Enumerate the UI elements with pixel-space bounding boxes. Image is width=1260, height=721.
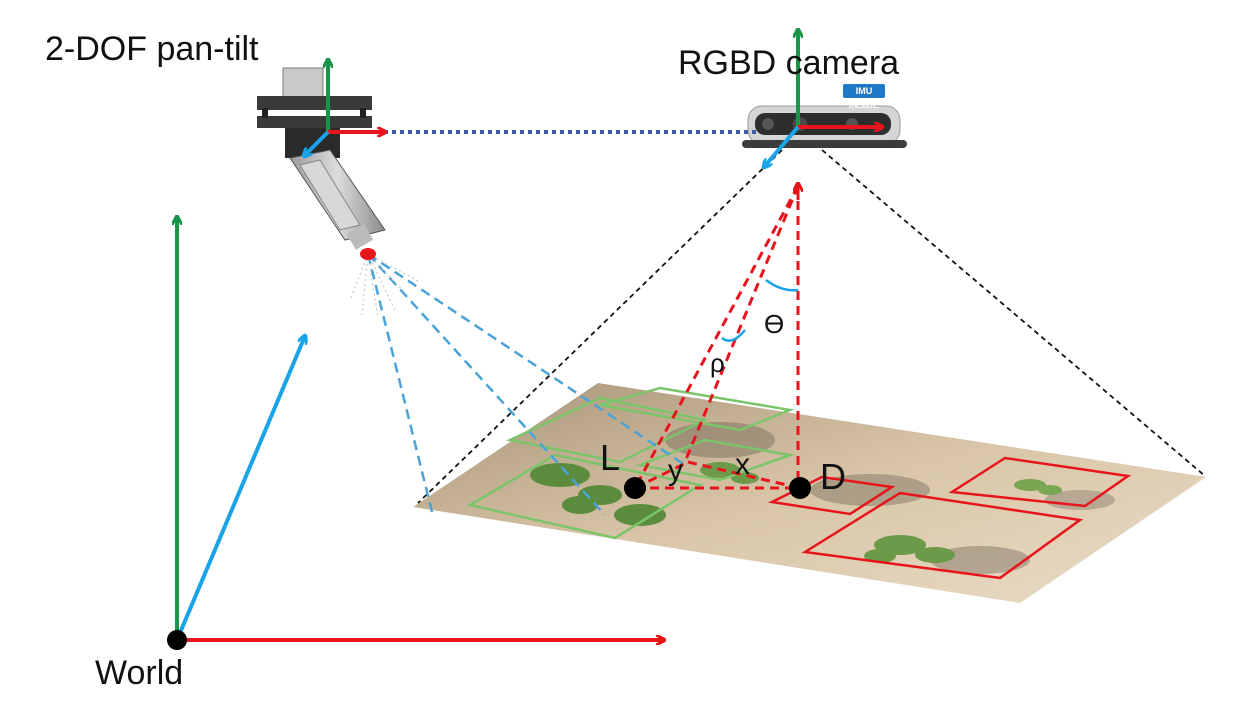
target-boxes xyxy=(466,386,795,540)
camera-label: RGBD camera xyxy=(678,44,900,82)
angle-arcs xyxy=(721,278,799,342)
pan-tilt-axes xyxy=(304,60,385,156)
point-l-marker xyxy=(624,477,646,499)
point-l-label: L xyxy=(600,437,621,478)
rho-label: ρ xyxy=(710,348,725,378)
camera-axes xyxy=(764,30,882,167)
line-camera-to-l xyxy=(633,185,800,489)
world-to-pan-tilt-vector xyxy=(175,336,305,641)
imu-inside-badge: IMU INSIDE xyxy=(843,84,885,110)
distance-y-label: y xyxy=(668,454,683,487)
crop-plant xyxy=(864,535,955,563)
camera-z-axis xyxy=(764,125,800,167)
camera-fov xyxy=(417,149,1206,504)
crop-plant xyxy=(1014,479,1062,495)
point-d-marker xyxy=(789,477,811,499)
rho-arc xyxy=(721,329,746,342)
pan-tilt-unit xyxy=(257,67,386,260)
pan-tilt-z-axis xyxy=(304,130,330,156)
point-d-label: D xyxy=(820,456,846,497)
spray-mist xyxy=(349,253,421,319)
line-y xyxy=(634,460,689,490)
theta-label: ϴ xyxy=(764,309,785,339)
world-label: World xyxy=(95,654,184,692)
theta-arc xyxy=(765,278,799,292)
world-origin xyxy=(167,630,187,650)
crop-plant xyxy=(530,463,666,526)
line-camera-to-mid xyxy=(683,185,800,463)
distance-x-label: x xyxy=(735,448,750,481)
geometry xyxy=(633,185,801,490)
pan-tilt-label: 2-DOF pan-tilt xyxy=(45,30,259,68)
line-x xyxy=(687,460,801,490)
spray-fov xyxy=(366,252,686,516)
world-frame xyxy=(167,217,664,650)
